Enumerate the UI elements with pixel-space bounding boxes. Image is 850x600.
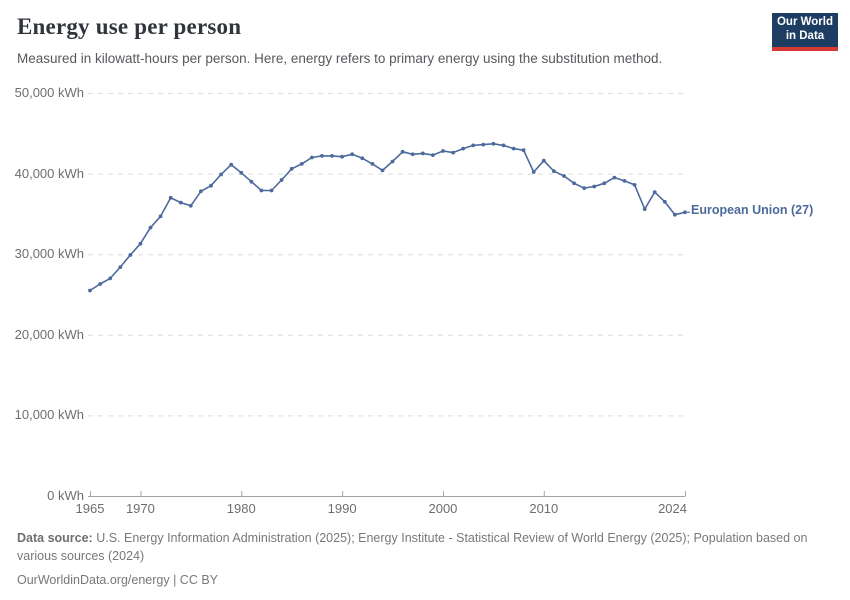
data-point [592,184,597,189]
data-point [541,158,546,163]
data-point [380,168,385,173]
data-point [289,166,294,171]
data-point [481,142,486,147]
data-point [199,189,203,194]
data-point [662,199,667,204]
data-point [188,203,193,208]
data-point [642,207,647,212]
data-line-european-union [89,143,686,292]
data-point [652,190,657,195]
data-point [138,241,143,246]
owid-logo-line1: Our World [776,16,833,29]
data-point [552,169,556,174]
data-point [632,183,637,187]
data-point [562,174,566,178]
data-point [390,159,395,164]
data-point [582,186,587,191]
data-point [279,178,284,182]
data-point [491,141,496,146]
data-point [249,179,254,184]
data-point [602,181,607,186]
data-point [370,162,375,166]
data-point [299,162,304,166]
data-point [320,154,324,158]
data-point [118,265,123,269]
data-point [219,172,224,177]
series-label-european-union[interactable]: European Union (27) [691,203,814,218]
data-point [88,288,92,293]
chart-footer: Data source: U.S. Energy Information Adm… [17,530,817,590]
data-point [310,155,314,160]
owid-logo[interactable]: Our World in Data [772,13,838,51]
data-point [471,143,476,148]
data-point [239,170,244,175]
data-point [158,214,163,219]
data-point [461,146,465,151]
data-source-label: Data source: [17,531,93,545]
data-point [431,153,435,158]
data-point [259,188,264,193]
data-point [501,143,506,148]
data-point [340,154,344,159]
data-source-line: Data source: U.S. Energy Information Adm… [17,530,817,565]
data-point [451,150,455,155]
chart-subtitle: Measured in kilowatt-hours per person. H… [17,51,663,66]
data-point [209,183,213,188]
data-source-text: U.S. Energy Information Administration (… [17,531,808,563]
data-point [511,146,516,151]
data-point [410,152,415,157]
data-point [673,212,677,217]
citation-link-line[interactable]: OurWorldinData.org/energy | CC BY [17,573,219,587]
data-point [168,195,173,200]
data-point [128,253,133,257]
data-point [360,156,365,161]
data-point [178,200,183,205]
data-point [350,152,355,157]
data-point [622,179,627,183]
data-point [521,148,526,153]
data-point [531,170,536,174]
data-point [572,181,576,186]
data-point [148,225,153,230]
data-point [400,149,405,154]
data-point [108,276,113,281]
data-point [441,149,445,153]
data-point [683,210,687,215]
data-point [269,188,274,193]
page-title: Energy use per person [17,14,242,39]
data-point [229,162,234,167]
data-point [612,175,617,180]
data-point [330,154,334,158]
data-point [98,282,102,286]
owid-logo-line2: in Data [785,30,825,42]
data-point [420,151,425,156]
